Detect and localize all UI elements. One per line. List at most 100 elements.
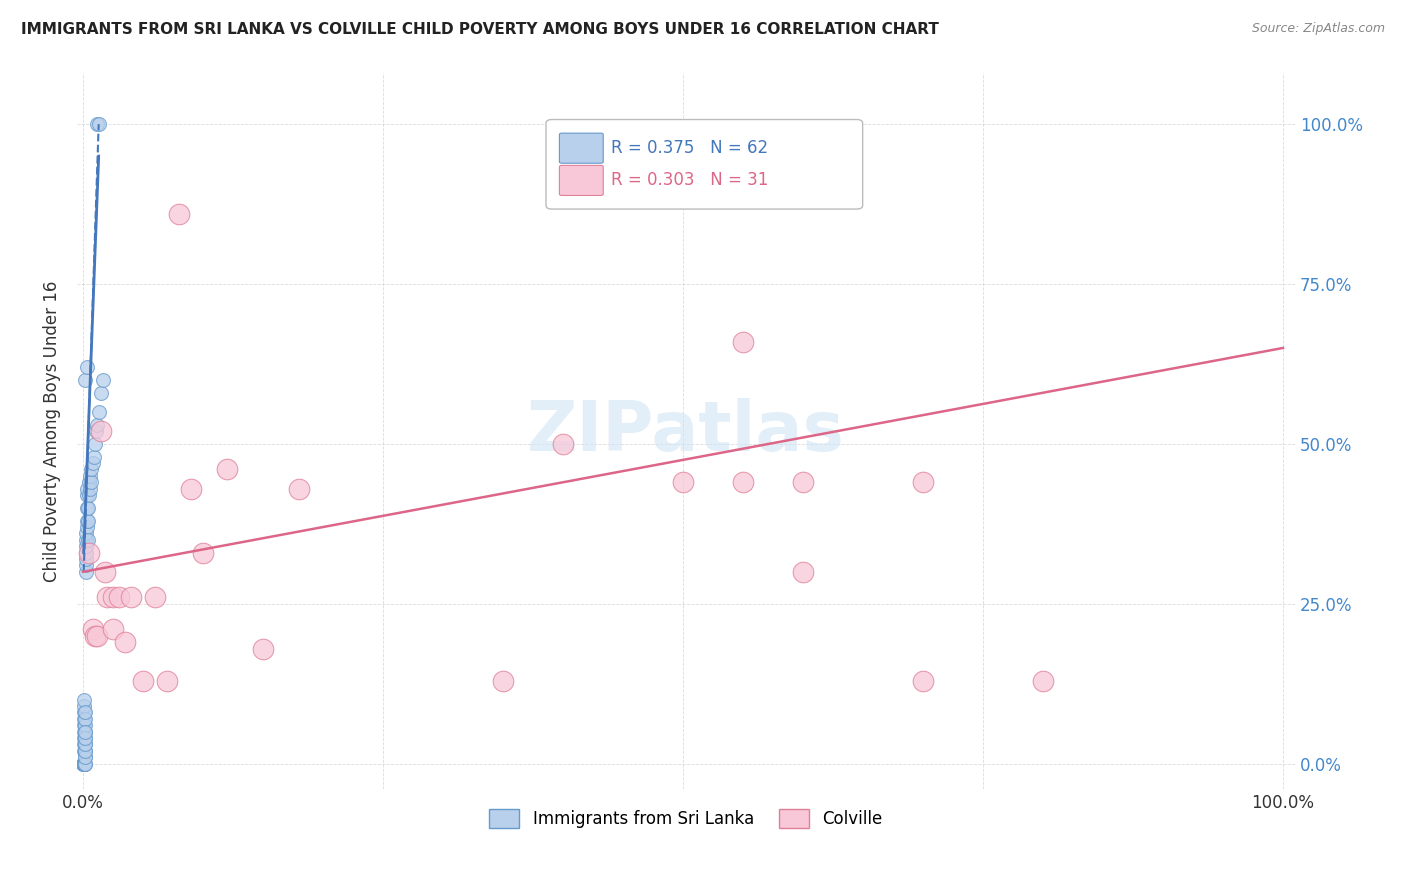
- Point: [75, 558, 97, 573]
- Point: [120, 591, 142, 605]
- Point: [288, 482, 311, 496]
- Point: [84, 424, 107, 438]
- Point: [87, 405, 110, 419]
- Point: [76, 500, 98, 515]
- Text: ZIPatlas: ZIPatlas: [527, 398, 845, 465]
- FancyBboxPatch shape: [560, 133, 603, 163]
- Point: [84, 437, 107, 451]
- FancyBboxPatch shape: [546, 120, 863, 209]
- Point: [156, 673, 179, 688]
- Point: [96, 591, 118, 605]
- Point: [75, 565, 97, 579]
- Point: [492, 673, 515, 688]
- Point: [76, 482, 98, 496]
- Point: [73, 724, 96, 739]
- Point: [86, 417, 108, 432]
- Point: [75, 731, 97, 745]
- Point: [82, 456, 104, 470]
- Point: [75, 552, 97, 566]
- Point: [75, 539, 97, 553]
- Point: [86, 117, 108, 131]
- Point: [73, 738, 96, 752]
- Point: [73, 756, 96, 771]
- Point: [75, 718, 97, 732]
- Point: [76, 520, 98, 534]
- Point: [75, 533, 97, 547]
- Point: [167, 207, 190, 221]
- Point: [75, 546, 97, 560]
- Point: [82, 623, 104, 637]
- Text: Source: ZipAtlas.com: Source: ZipAtlas.com: [1251, 22, 1385, 36]
- Point: [912, 475, 935, 490]
- Point: [80, 475, 103, 490]
- Point: [77, 546, 100, 560]
- Point: [191, 546, 214, 560]
- Point: [76, 488, 98, 502]
- Point: [87, 117, 110, 131]
- Point: [83, 450, 105, 464]
- Point: [73, 731, 96, 745]
- Text: R = 0.303   N = 31: R = 0.303 N = 31: [610, 171, 768, 189]
- Point: [73, 750, 96, 764]
- Point: [73, 744, 96, 758]
- Point: [76, 514, 98, 528]
- Point: [101, 623, 124, 637]
- Point: [80, 462, 103, 476]
- Point: [72, 756, 94, 771]
- Point: [672, 475, 695, 490]
- Point: [73, 756, 96, 771]
- Point: [75, 724, 97, 739]
- Point: [75, 526, 97, 541]
- Point: [77, 488, 100, 502]
- Point: [75, 750, 97, 764]
- Point: [731, 334, 754, 349]
- Point: [75, 744, 97, 758]
- Legend: Immigrants from Sri Lanka, Colville: Immigrants from Sri Lanka, Colville: [482, 802, 890, 835]
- Point: [76, 360, 98, 375]
- Point: [73, 738, 96, 752]
- Point: [86, 629, 108, 643]
- Point: [73, 724, 96, 739]
- Text: R = 0.375   N = 62: R = 0.375 N = 62: [610, 139, 768, 157]
- Point: [79, 482, 101, 496]
- Point: [75, 706, 97, 720]
- Point: [217, 462, 239, 476]
- Point: [75, 712, 97, 726]
- Point: [75, 373, 97, 387]
- Point: [108, 591, 131, 605]
- Point: [551, 437, 574, 451]
- Text: IMMIGRANTS FROM SRI LANKA VS COLVILLE CHILD POVERTY AMONG BOYS UNDER 16 CORRELAT: IMMIGRANTS FROM SRI LANKA VS COLVILLE CH…: [21, 22, 939, 37]
- Point: [72, 756, 94, 771]
- Point: [73, 756, 96, 771]
- Point: [77, 514, 100, 528]
- Point: [252, 641, 274, 656]
- Point: [73, 712, 96, 726]
- Point: [72, 756, 94, 771]
- Point: [75, 738, 97, 752]
- Point: [93, 565, 115, 579]
- Point: [114, 635, 136, 649]
- Point: [90, 424, 112, 438]
- Point: [73, 744, 96, 758]
- Point: [73, 756, 96, 771]
- Point: [143, 591, 166, 605]
- Point: [93, 373, 115, 387]
- Point: [792, 565, 814, 579]
- Point: [792, 475, 814, 490]
- Point: [84, 629, 107, 643]
- Point: [73, 718, 96, 732]
- Y-axis label: Child Poverty Among Boys Under 16: Child Poverty Among Boys Under 16: [44, 280, 60, 582]
- Point: [73, 692, 96, 706]
- Point: [180, 482, 202, 496]
- Point: [101, 591, 124, 605]
- Point: [73, 706, 96, 720]
- Point: [75, 756, 97, 771]
- Point: [90, 385, 112, 400]
- Point: [73, 756, 96, 771]
- Point: [77, 475, 100, 490]
- FancyBboxPatch shape: [560, 165, 603, 195]
- Point: [73, 731, 96, 745]
- Point: [731, 475, 754, 490]
- Point: [73, 756, 96, 771]
- Point: [79, 468, 101, 483]
